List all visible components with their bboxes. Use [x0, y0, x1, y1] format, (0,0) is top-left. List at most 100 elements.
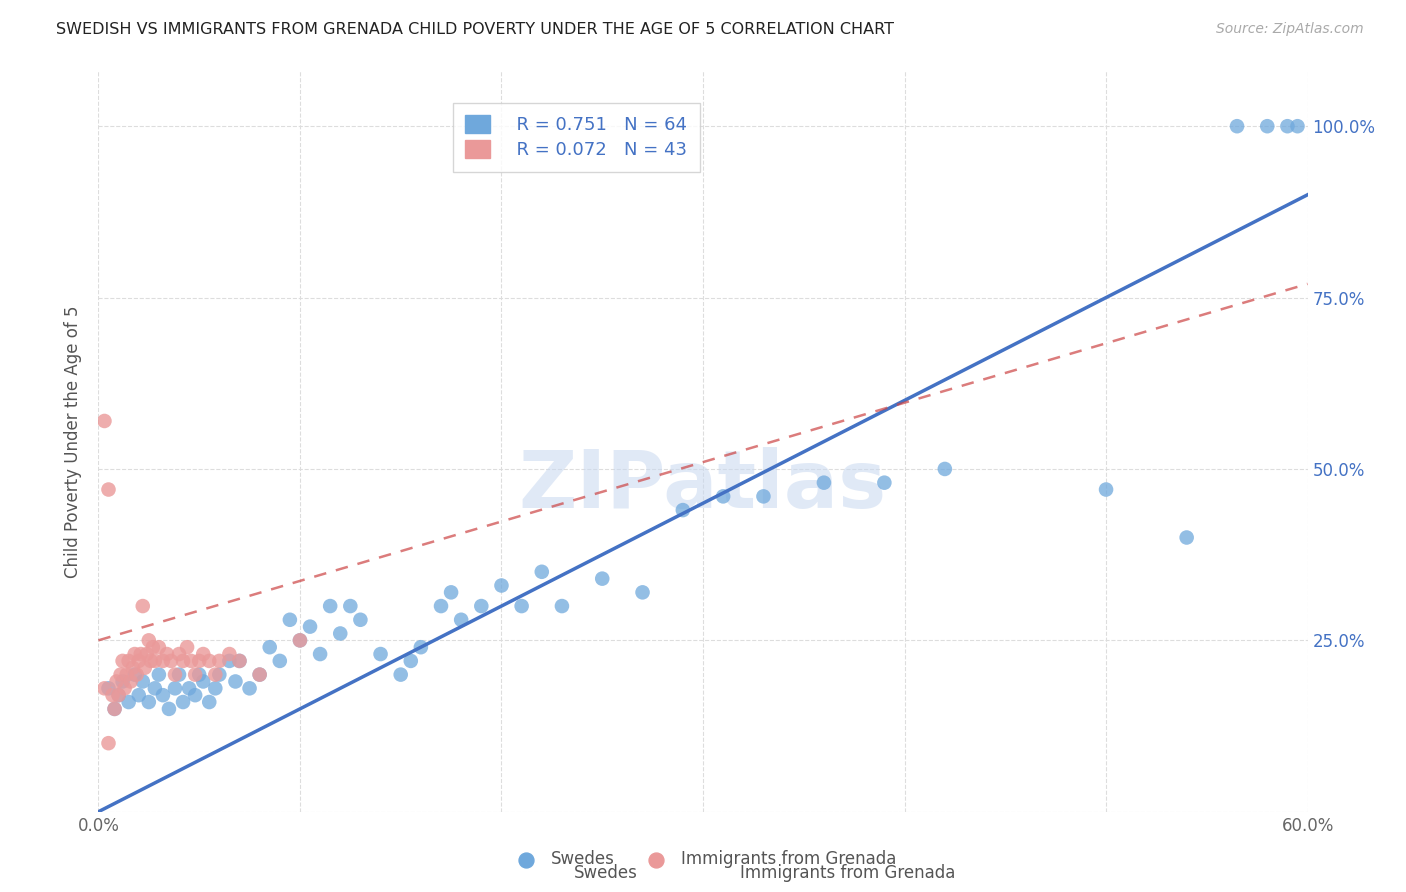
Point	[239, 681, 262, 696]
Point	[142, 640, 165, 655]
Point	[132, 674, 155, 689]
Point	[440, 585, 463, 599]
Point	[121, 661, 143, 675]
Point	[672, 503, 695, 517]
Point	[188, 654, 211, 668]
Point	[143, 654, 166, 668]
Point	[299, 619, 322, 633]
Point	[269, 654, 291, 668]
Point	[128, 654, 150, 668]
Point	[148, 640, 170, 655]
Point	[118, 695, 141, 709]
Point	[152, 654, 174, 668]
Y-axis label: Child Poverty Under the Age of 5: Child Poverty Under the Age of 5	[65, 305, 83, 578]
Point	[370, 647, 392, 661]
Point	[218, 654, 240, 668]
Point	[101, 688, 124, 702]
Point	[120, 674, 142, 689]
Point	[329, 626, 352, 640]
Point	[163, 667, 186, 681]
Point	[450, 613, 472, 627]
Point	[399, 654, 422, 668]
Point	[510, 599, 533, 613]
Point	[125, 667, 148, 681]
Point	[129, 647, 152, 661]
Point	[204, 667, 226, 681]
Point	[309, 647, 332, 661]
Point	[470, 599, 492, 613]
Point	[172, 695, 194, 709]
Point	[224, 674, 246, 689]
Point	[184, 667, 207, 681]
Point	[752, 489, 775, 503]
Point	[339, 599, 361, 613]
Point	[551, 599, 574, 613]
Point	[93, 414, 115, 428]
Point	[97, 681, 120, 696]
Point	[172, 654, 194, 668]
Point	[228, 654, 250, 668]
Point	[111, 654, 134, 668]
Point	[198, 695, 221, 709]
Point	[97, 483, 120, 497]
Point	[204, 681, 226, 696]
Point	[278, 613, 301, 627]
Point	[430, 599, 453, 613]
Point	[249, 667, 271, 681]
Point	[1286, 119, 1309, 133]
Point	[389, 667, 412, 681]
Point	[97, 736, 120, 750]
Point	[115, 667, 138, 681]
Point	[288, 633, 311, 648]
Point	[1175, 531, 1198, 545]
Point	[128, 688, 150, 702]
Point	[711, 489, 734, 503]
Point	[138, 633, 160, 648]
Point	[198, 654, 221, 668]
Point	[1226, 119, 1249, 133]
Point	[152, 688, 174, 702]
Point	[813, 475, 835, 490]
Point	[111, 674, 134, 689]
Point	[1277, 119, 1299, 133]
Text: Immigrants from Grenada: Immigrants from Grenada	[741, 863, 956, 881]
Point	[188, 667, 211, 681]
Point	[107, 688, 129, 702]
Point	[208, 667, 231, 681]
Point	[288, 633, 311, 648]
Point	[138, 695, 160, 709]
Legend: Swedes, Immigrants from Grenada: Swedes, Immigrants from Grenada	[502, 844, 904, 875]
Point	[160, 654, 183, 668]
Point	[103, 702, 125, 716]
Point	[631, 585, 654, 599]
Text: Swedes: Swedes	[574, 863, 638, 881]
Point	[249, 667, 271, 681]
Point	[319, 599, 342, 613]
Point	[124, 667, 146, 681]
Legend:   R = 0.751   N = 64,   R = 0.072   N = 43: R = 0.751 N = 64, R = 0.072 N = 43	[453, 103, 700, 172]
Point	[135, 647, 157, 661]
Point	[184, 688, 207, 702]
Point	[148, 667, 170, 681]
Text: ZIPatlas: ZIPatlas	[519, 447, 887, 525]
Point	[156, 647, 179, 661]
Point	[124, 647, 146, 661]
Point	[873, 475, 896, 490]
Point	[134, 661, 156, 675]
Point	[228, 654, 250, 668]
Point	[132, 599, 155, 613]
Text: SWEDISH VS IMMIGRANTS FROM GRENADA CHILD POVERTY UNDER THE AGE OF 5 CORRELATION : SWEDISH VS IMMIGRANTS FROM GRENADA CHILD…	[56, 22, 894, 37]
Point	[103, 702, 125, 716]
Point	[179, 681, 201, 696]
Point	[193, 674, 215, 689]
Text: Source: ZipAtlas.com: Source: ZipAtlas.com	[1216, 22, 1364, 37]
Point	[193, 647, 215, 661]
Point	[93, 681, 115, 696]
Point	[180, 654, 202, 668]
Point	[107, 688, 129, 702]
Point	[176, 640, 198, 655]
Point	[208, 654, 231, 668]
Point	[139, 654, 162, 668]
Point	[1256, 119, 1278, 133]
Point	[143, 681, 166, 696]
